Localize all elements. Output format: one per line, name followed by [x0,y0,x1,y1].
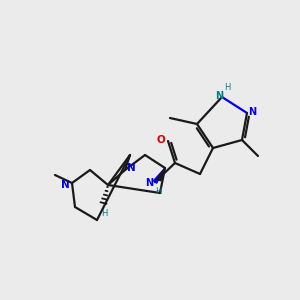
Polygon shape [157,168,165,181]
Text: H: H [224,83,230,92]
Text: O: O [157,135,165,145]
Text: N: N [145,178,153,188]
Polygon shape [153,168,165,183]
Text: N: N [127,163,135,173]
Text: N: N [215,91,223,101]
Text: H: H [155,187,161,196]
Text: N: N [248,107,256,117]
Text: N: N [61,180,69,190]
Text: H: H [101,208,107,217]
